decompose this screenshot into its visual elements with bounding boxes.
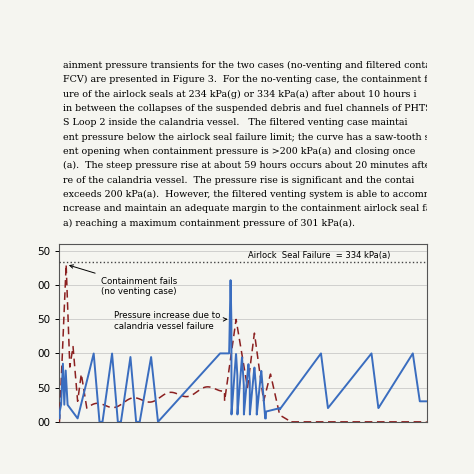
Text: Containment fails
(no venting case): Containment fails (no venting case) xyxy=(70,265,177,296)
Text: in between the collapses of the suspended debris and fuel channels of PHTS L: in between the collapses of the suspende… xyxy=(63,104,441,113)
Text: exceeds 200 kPa(a).  However, the filtered venting system is able to accommod: exceeds 200 kPa(a). However, the filtere… xyxy=(63,190,445,199)
Text: re of the calandria vessel.  The pressure rise is significant and the contai: re of the calandria vessel. The pressure… xyxy=(63,176,414,185)
Text: (a).  The steep pressure rise at about 59 hours occurs about 20 minutes after th: (a). The steep pressure rise at about 59… xyxy=(63,161,447,171)
Text: ncrease and maintain an adequate margin to the containment airlock seal fai: ncrease and maintain an adequate margin … xyxy=(63,204,434,213)
Text: a) reaching a maximum containment pressure of 301 kPa(a).: a) reaching a maximum containment pressu… xyxy=(63,219,355,228)
Text: ainment pressure transients for the two cases (no-venting and filtered conta: ainment pressure transients for the two … xyxy=(63,61,431,70)
Text: ent pressure below the airlock seal failure limit; the curve has a saw-tooth sha: ent pressure below the airlock seal fail… xyxy=(63,133,441,142)
Text: S Loop 2 inside the calandria vessel.   The filtered venting case maintai: S Loop 2 inside the calandria vessel. Th… xyxy=(63,118,408,127)
Text: Airlock  Seal Failure  = 334 kPa(a): Airlock Seal Failure = 334 kPa(a) xyxy=(247,251,390,260)
Text: ent opening when containment pressure is >200 kPa(a) and closing once: ent opening when containment pressure is… xyxy=(63,147,415,156)
Text: FCV) are presented in Figure 3.  For the no-venting case, the containment fails: FCV) are presented in Figure 3. For the … xyxy=(63,75,444,84)
Text: Pressure increase due to
calandria vessel failure: Pressure increase due to calandria vesse… xyxy=(114,311,227,331)
Text: ure of the airlock seals at 234 kPa(g) or 334 kPa(a) after about 10 hours i: ure of the airlock seals at 234 kPa(g) o… xyxy=(63,90,417,99)
